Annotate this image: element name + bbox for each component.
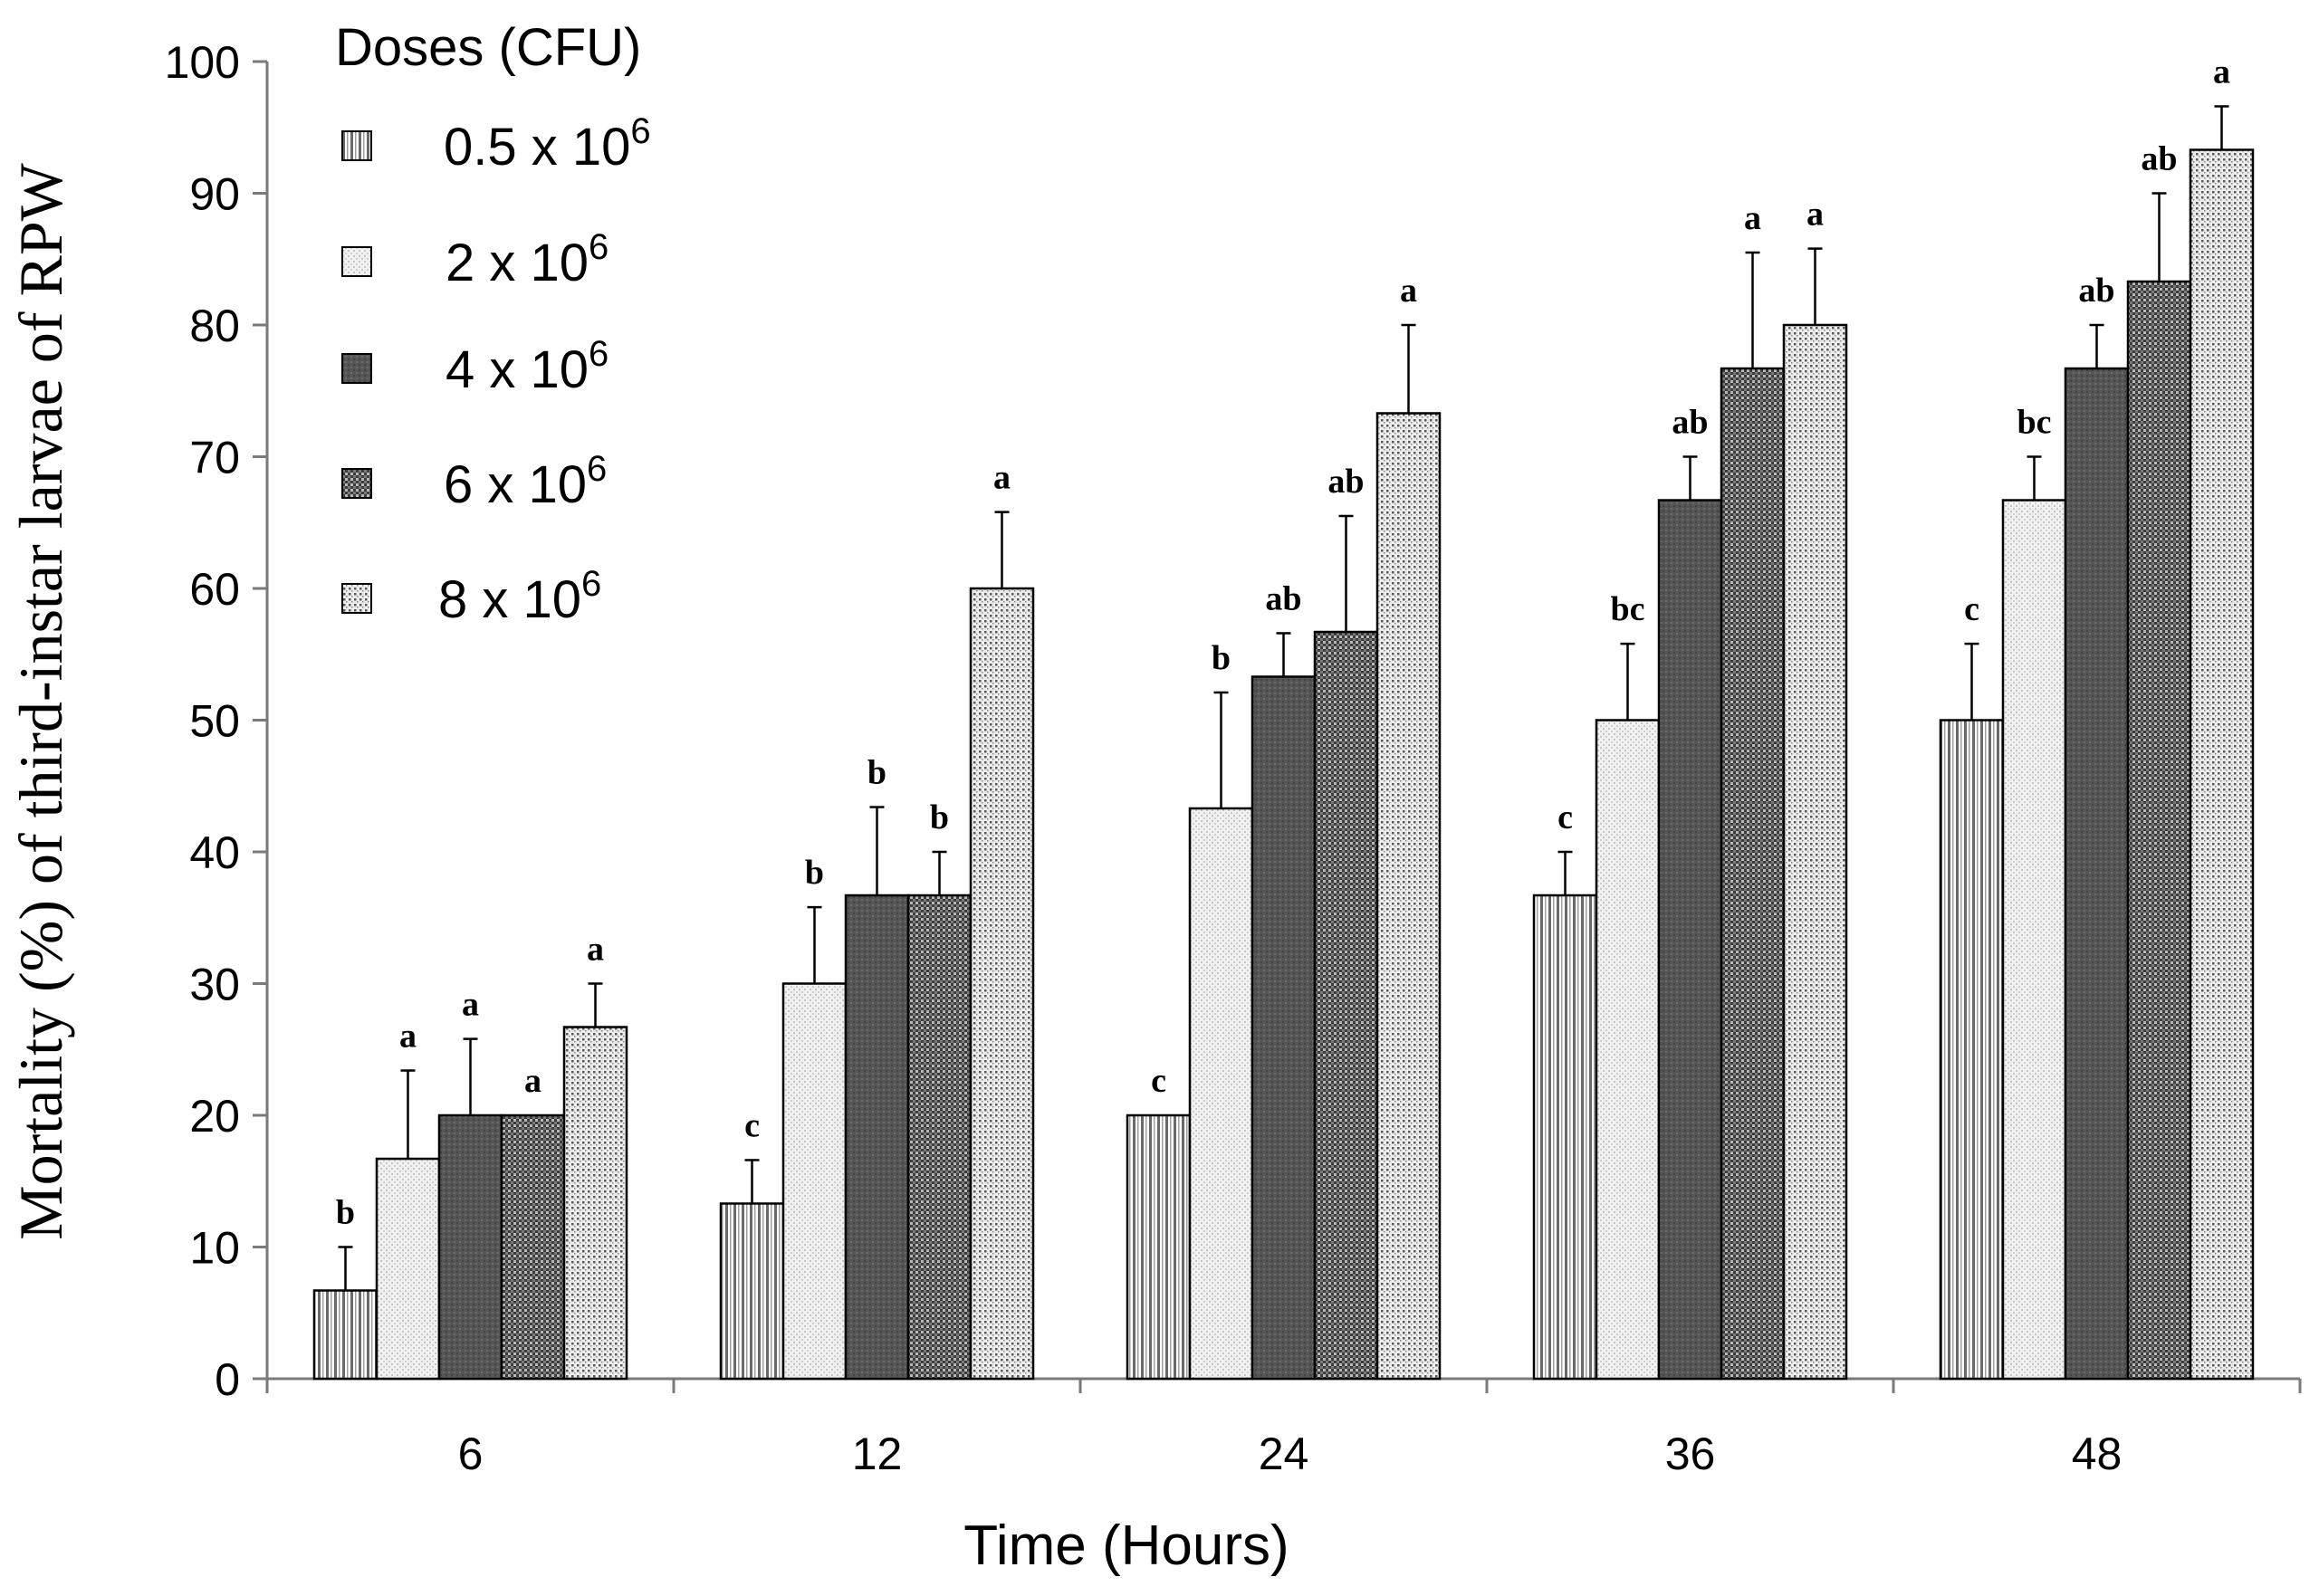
bar	[969, 587, 1035, 1381]
legend-swatch	[341, 583, 372, 614]
bar	[1532, 894, 1598, 1381]
legend-swatch	[341, 246, 372, 277]
y-tick-label: 100	[165, 37, 240, 88]
legend-swatch	[341, 130, 372, 161]
significance-letter: b	[930, 798, 949, 836]
legend-swatch	[341, 353, 372, 384]
significance-letter: a	[1744, 199, 1761, 237]
bar	[1375, 412, 1442, 1381]
bar	[1313, 630, 1379, 1381]
y-tick-label: 80	[189, 301, 240, 351]
y-tick-label: 40	[189, 827, 240, 878]
legend: Doses (CFU) 0.5 x 106 2 x 106 4 x 106 6 x 1…	[335, 18, 651, 629]
bar	[562, 1026, 628, 1381]
significance-letter: c	[1557, 798, 1573, 836]
significance-letter: b	[805, 854, 824, 892]
bar	[1657, 499, 1723, 1381]
bar	[2064, 367, 2130, 1381]
legend-entry: 2 x 106	[446, 227, 608, 292]
bar	[719, 1202, 785, 1381]
y-tick-label: 70	[189, 433, 240, 483]
y-tick-label: 30	[189, 960, 240, 1010]
bar	[312, 1289, 379, 1381]
bar	[844, 894, 910, 1381]
bar	[2001, 499, 2067, 1381]
bar	[781, 982, 848, 1381]
legend-entry: 4 x 106	[446, 334, 608, 399]
significance-letter: bc	[1611, 590, 1645, 628]
x-tick-label: 12	[852, 1429, 903, 1479]
significance-letter: ab	[2078, 272, 2114, 310]
bar	[1595, 719, 1661, 1381]
legend-swatch	[341, 468, 372, 499]
bar	[375, 1157, 441, 1381]
legend-title: Doses (CFU)	[335, 18, 641, 77]
significance-letter: bc	[2017, 404, 2052, 442]
bar	[1188, 807, 1254, 1381]
legend-entry: 6 x 106	[444, 449, 607, 514]
x-tick-label: 6	[458, 1429, 484, 1479]
bar	[2126, 280, 2192, 1381]
significance-letter: b	[867, 754, 886, 792]
significance-letter: a	[399, 1018, 417, 1056]
bar	[1126, 1113, 1192, 1381]
y-tick-label: 0	[215, 1354, 240, 1405]
bar	[1939, 719, 2005, 1381]
significance-letter: a	[1400, 272, 1417, 310]
y-tick-label: 20	[189, 1091, 240, 1142]
bar	[906, 894, 973, 1381]
x-tick-label: 24	[1259, 1429, 1309, 1479]
bar	[500, 1113, 566, 1381]
legend-entry: 8 x 106	[438, 564, 601, 629]
significance-letter: a	[2213, 53, 2230, 91]
legend-entry: 0.5 x 106	[444, 111, 651, 177]
significance-letter: b	[336, 1194, 355, 1232]
bar	[1251, 675, 1317, 1381]
significance-letter: c	[1151, 1062, 1166, 1100]
significance-letter: a	[1806, 196, 1824, 234]
significance-letter: c	[744, 1106, 760, 1144]
significance-letter: c	[1964, 590, 1979, 628]
x-tick-label: 48	[2072, 1429, 2123, 1479]
significance-letter: a	[993, 459, 1011, 497]
significance-letter: ab	[1672, 404, 1708, 442]
plot-area: 0 10 20 30 40 50 60 70 80 90 100 6 12 24 36 48 b a a a a c b b b…	[165, 37, 2302, 1479]
significance-letter: ab	[1265, 579, 1301, 617]
significance-letter: a	[462, 986, 479, 1024]
y-tick-label: 90	[189, 169, 240, 220]
y-tick-label: 60	[189, 564, 240, 615]
significance-letter: ab	[2141, 140, 2177, 178]
bar	[1720, 367, 1786, 1381]
x-axis-label: Time (Hours)	[963, 1515, 1289, 1577]
bar	[437, 1113, 503, 1381]
bar	[1782, 323, 1848, 1381]
significance-letter: a	[587, 931, 604, 969]
significance-letter: b	[1212, 639, 1231, 677]
y-axis-label: Mortality (%) of third-instar larvae of …	[6, 162, 75, 1239]
y-tick-label: 50	[189, 696, 240, 747]
significance-letter: ab	[1327, 463, 1364, 501]
x-tick-label: 36	[1665, 1429, 1716, 1479]
bar	[2189, 148, 2255, 1381]
y-tick-label: 10	[189, 1223, 240, 1274]
significance-letter: a	[524, 1062, 541, 1100]
